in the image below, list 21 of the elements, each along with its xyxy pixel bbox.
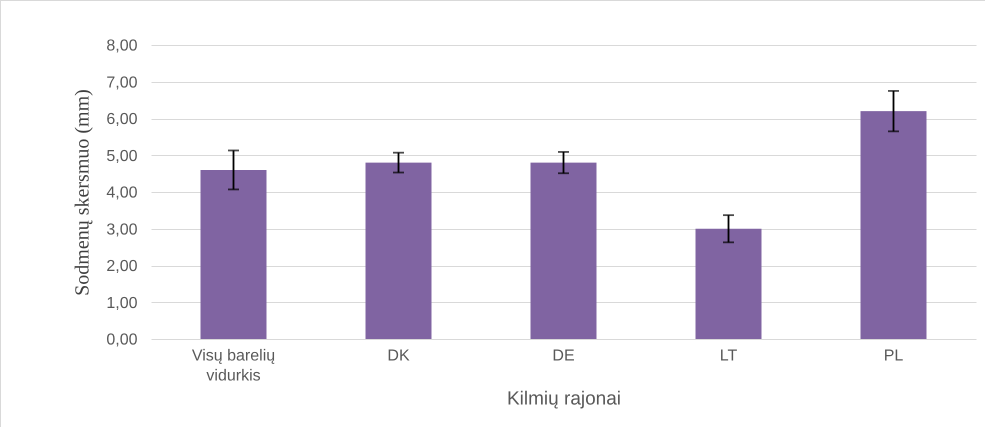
- y-tick-label: 8,00: [106, 38, 138, 54]
- y-tick-label: 5,00: [106, 148, 138, 165]
- y-tick-label: 4,00: [106, 184, 138, 202]
- y-tick-label: 2,00: [106, 258, 138, 275]
- y-tick-label: 1,00: [106, 294, 138, 312]
- y-tick-label: 3,00: [106, 221, 138, 238]
- x-tick-label: Visų barelių vidurkis: [192, 348, 276, 384]
- bar: [200, 170, 266, 339]
- y-tick-label: 7,00: [106, 74, 138, 92]
- x-tick-label: DK: [387, 348, 410, 364]
- x-tick-label: DE: [552, 348, 575, 364]
- y-axis-title: Sodmenų skersmuo (mm): [71, 89, 94, 296]
- y-tick-label: 0,00: [106, 332, 138, 348]
- bar: [366, 162, 432, 339]
- bar: [860, 111, 926, 339]
- bar: [530, 162, 596, 339]
- x-axis-title: Kilmių rajonai: [506, 388, 622, 410]
- y-tick-label: 6,00: [106, 111, 138, 128]
- x-tick-label: LT: [720, 348, 738, 364]
- x-tick-label: PL: [884, 348, 904, 364]
- bar: [696, 228, 762, 339]
